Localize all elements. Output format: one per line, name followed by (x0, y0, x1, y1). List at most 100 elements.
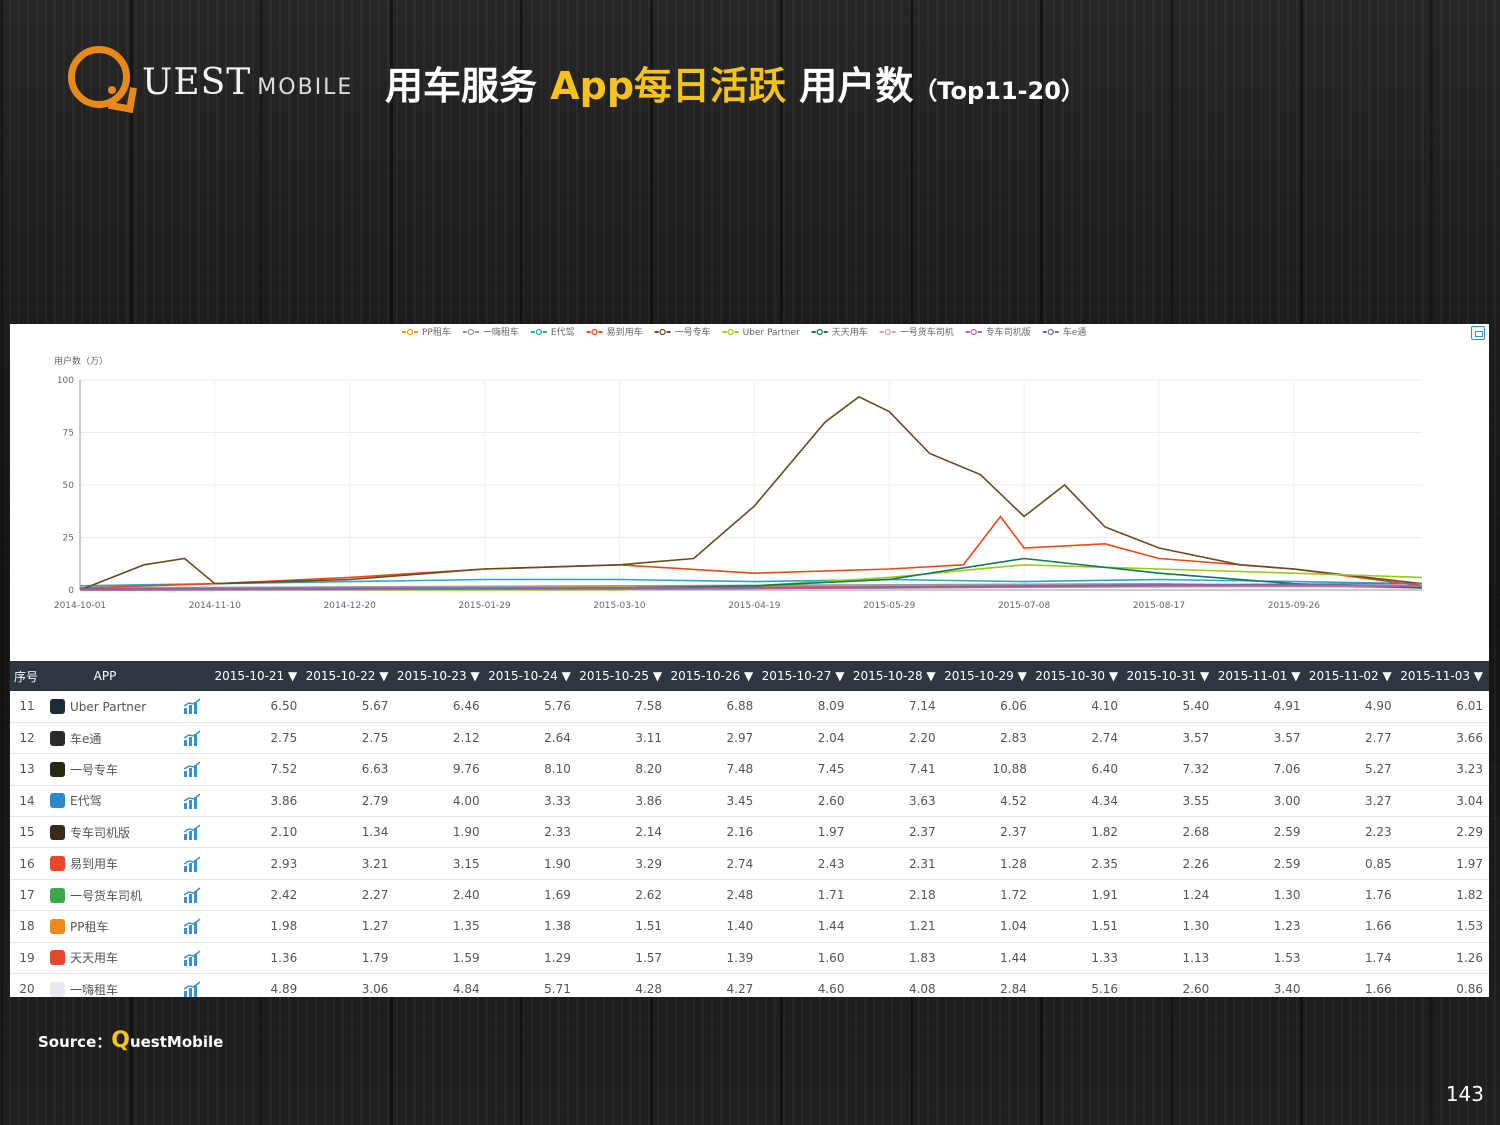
trend-cell[interactable] (172, 942, 213, 975)
value-cell: 2.27 (303, 879, 395, 912)
value-cell: 2.40 (394, 879, 486, 912)
trend-cell[interactable] (172, 785, 213, 818)
value-cell: 1.33 (1032, 942, 1125, 975)
value-cell: 1.26 (1397, 942, 1489, 975)
value-cell: 1.72 (941, 879, 1033, 912)
value-cell: 1.53 (1397, 910, 1489, 943)
x-tick-label: 2015-05-29 (863, 601, 916, 611)
series-line (79, 582, 1423, 590)
source-name: uestMobile (129, 1033, 224, 1051)
app-name: Uber Partner (70, 699, 147, 714)
trend-chart-icon[interactable] (183, 698, 201, 715)
value-cell: 2.37 (941, 816, 1033, 849)
header-date[interactable]: 2015-10-25 ▼ (576, 661, 669, 691)
logo-mobile: MOBILE (257, 75, 354, 100)
header-date[interactable]: 2015-11-02 ▼ (1306, 661, 1398, 691)
table-row: 20 一嗨租车 4.89 3.06 4.84 5.71 4.28 4.27 4.60 4.08 2.… (10, 973, 1489, 997)
value-cell: 3.40 (1215, 973, 1307, 997)
trend-chart-icon[interactable] (183, 918, 201, 935)
value-cell: 4.34 (1032, 785, 1125, 818)
trend-cell[interactable] (172, 910, 213, 943)
row-number: 19 (10, 942, 44, 975)
row-number: 11 (10, 691, 44, 723)
value-cell: 7.52 (212, 753, 304, 786)
value-cell: 3.45 (668, 785, 760, 818)
x-tick-label: 2015-09-26 (1268, 601, 1321, 611)
row-number: 20 (10, 973, 44, 997)
value-cell: 1.51 (1032, 910, 1125, 943)
trend-cell[interactable] (172, 816, 213, 849)
value-cell: 2.04 (759, 722, 851, 755)
value-cell: 6.40 (1032, 753, 1125, 786)
header-date[interactable]: 2015-10-30 ▼ (1032, 661, 1125, 691)
row-number: 12 (10, 722, 44, 755)
y-tick-label: 25 (63, 534, 74, 544)
x-tick-label: 2014-10-01 (54, 601, 106, 611)
value-cell: 1.36 (212, 942, 304, 975)
trend-cell[interactable] (172, 879, 213, 912)
value-cell: 7.45 (759, 753, 851, 786)
trend-chart-icon[interactable] (183, 950, 201, 966)
header-date[interactable]: 2015-10-21 ▼ (212, 661, 304, 691)
legend-marker (816, 328, 823, 336)
trend-cell[interactable] (172, 847, 213, 880)
trend-chart-icon[interactable] (183, 856, 201, 872)
header-date[interactable]: 2015-10-31 ▼ (1124, 661, 1216, 691)
value-cell: 3.11 (576, 722, 669, 755)
header-date[interactable]: 2015-11-01 ▼ (1215, 661, 1307, 691)
value-cell: 4.10 (1032, 691, 1125, 723)
header-date[interactable]: 2015-10-24 ▼ (485, 661, 577, 691)
header-date[interactable]: 2015-10-22 ▼ (303, 661, 395, 691)
value-cell: 2.59 (1215, 816, 1307, 849)
value-cell: 7.41 (850, 753, 942, 786)
header-date[interactable]: 2015-10-29 ▼ (941, 661, 1033, 691)
x-tick-label: 2015-04-19 (728, 601, 781, 611)
value-cell: 2.43 (759, 847, 851, 880)
trend-cell[interactable] (172, 722, 213, 755)
value-cell: 0.85 (1306, 847, 1398, 880)
value-cell: 2.93 (212, 847, 304, 880)
legend-label: 一号专车 (675, 326, 711, 338)
x-tick-label: 2015-01-29 (458, 601, 511, 611)
table-body: 11 Uber Partner 6.50 5.67 6.46 5.76 7.58 6.88 8.… (10, 691, 1489, 997)
save-image-icon[interactable] (1471, 326, 1485, 340)
value-cell: 3.27 (1306, 785, 1398, 818)
header-date[interactable]: 2015-10-27 ▼ (759, 661, 851, 691)
value-cell: 2.16 (668, 816, 760, 849)
trend-chart-icon[interactable] (183, 761, 201, 778)
legend-label: Uber Partner (743, 328, 800, 338)
header-date[interactable]: 2015-11-03 ▼ (1397, 661, 1489, 691)
trend-chart-icon[interactable] (183, 730, 201, 747)
value-cell: 4.52 (941, 785, 1033, 818)
app-name: E代驾 (70, 794, 102, 809)
uber-partner-app-icon (50, 698, 65, 714)
header-date[interactable]: 2015-10-26 ▼ (668, 661, 760, 691)
value-cell: 1.90 (485, 847, 577, 880)
trend-chart-icon[interactable] (183, 824, 201, 841)
trend-chart-icon[interactable] (183, 981, 201, 997)
y-tick-label: 0 (68, 586, 74, 596)
row-number: 13 (10, 753, 44, 786)
trend-chart-icon[interactable] (183, 887, 201, 904)
table-row: 14 E代驾 3.86 2.79 4.00 3.33 3.86 3.45 2.60 3.63 4.5… (10, 785, 1489, 818)
value-cell: 1.66 (1306, 910, 1398, 943)
series-line (79, 515, 1423, 589)
header-date[interactable]: 2015-10-23 ▼ (394, 661, 486, 691)
trend-cell[interactable] (172, 691, 213, 723)
logo-q-ring (68, 46, 130, 108)
trend-cell[interactable] (172, 753, 213, 786)
page-number: 143 (1445, 1082, 1484, 1106)
legend-marker (591, 328, 598, 336)
value-cell: 1.23 (1215, 910, 1307, 943)
value-cell: 2.79 (303, 785, 395, 818)
trend-cell[interactable] (172, 973, 213, 997)
legend-label: 专车司机版 (986, 326, 1031, 338)
dau-table: 序号 APP 2015-10-21 ▼ 2015-10-22 ▼ 2015-10-2… (10, 661, 1489, 997)
header-date[interactable]: 2015-10-28 ▼ (850, 661, 942, 691)
app-name-cell: 易到用车 (44, 847, 173, 880)
source-label: Source： (38, 1033, 112, 1051)
x-tick-label: 2015-07-08 (998, 601, 1051, 611)
trend-chart-icon[interactable] (183, 793, 201, 809)
tiantian-app-icon (50, 950, 65, 966)
app-name: 天天用车 (70, 951, 119, 966)
